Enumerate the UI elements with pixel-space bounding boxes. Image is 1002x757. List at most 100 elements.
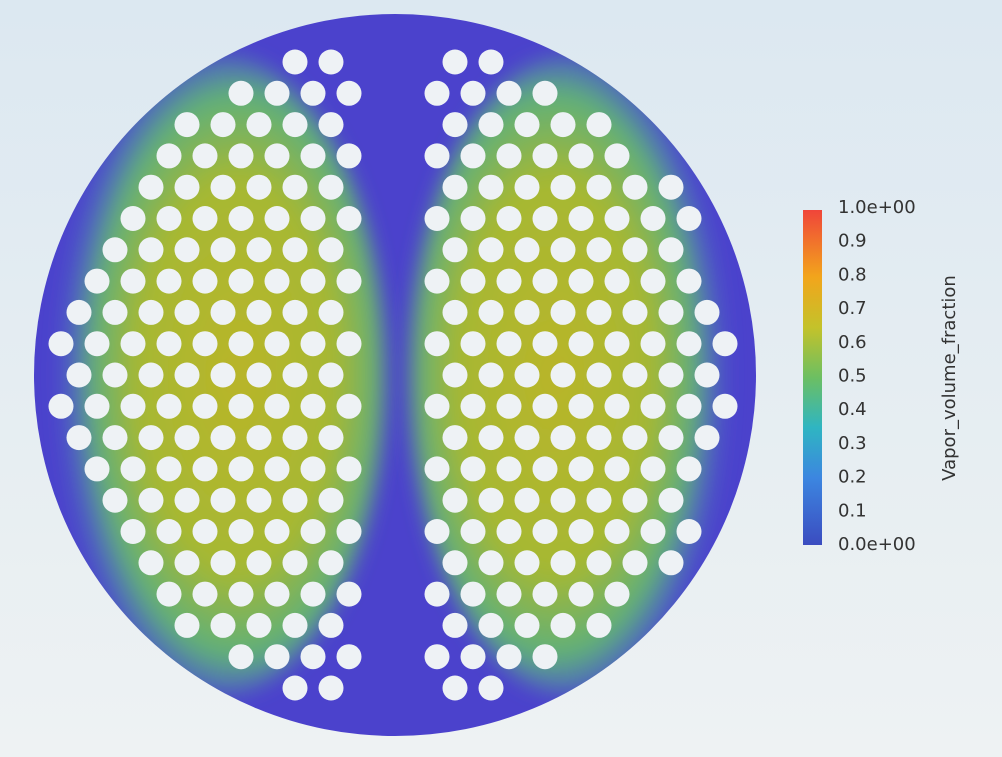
colorbar-tick-label: 0.5	[838, 366, 867, 387]
tube	[228, 393, 254, 419]
tube	[48, 393, 74, 419]
tube	[514, 237, 540, 263]
tube	[604, 519, 630, 544]
colorbar-tick-label: 0.9	[838, 231, 867, 252]
tube	[300, 456, 326, 482]
tube	[336, 644, 362, 670]
tube	[156, 581, 182, 607]
tube	[264, 80, 290, 106]
tube	[550, 174, 576, 200]
tube	[460, 331, 486, 357]
tube	[658, 237, 684, 263]
tube	[66, 299, 92, 325]
tube	[318, 425, 344, 451]
tube	[658, 299, 684, 325]
tube	[478, 550, 504, 576]
tube	[460, 644, 486, 670]
tube	[282, 237, 308, 263]
tube	[622, 362, 648, 388]
tube	[228, 581, 254, 607]
tube	[84, 393, 110, 419]
tube	[264, 143, 290, 169]
tube	[318, 612, 344, 638]
tube	[246, 487, 272, 513]
tube	[300, 331, 326, 357]
tube	[424, 456, 450, 482]
tube	[442, 612, 468, 638]
tube	[532, 581, 558, 607]
tube	[84, 268, 110, 294]
tube	[228, 331, 254, 357]
tube	[442, 174, 468, 200]
tube	[102, 487, 128, 513]
tube	[694, 362, 720, 388]
tube	[586, 112, 612, 138]
tube	[478, 675, 504, 701]
tube	[568, 519, 594, 544]
tube	[210, 612, 236, 638]
tube	[658, 362, 684, 388]
tube	[210, 425, 236, 451]
tube	[496, 519, 522, 544]
tube	[120, 206, 146, 231]
tube	[174, 612, 200, 638]
tube	[264, 331, 290, 357]
tube	[496, 206, 522, 231]
tube	[640, 268, 666, 294]
tube	[120, 331, 146, 357]
tube	[138, 237, 164, 263]
tube	[66, 362, 92, 388]
tube	[424, 581, 450, 607]
tube	[424, 143, 450, 169]
tube	[174, 174, 200, 200]
tube	[604, 331, 630, 357]
tube	[514, 550, 540, 576]
tube	[282, 112, 308, 138]
tube	[514, 299, 540, 325]
tube	[210, 550, 236, 576]
tubes	[48, 49, 738, 701]
tube	[192, 331, 218, 357]
tube	[640, 456, 666, 482]
tube	[264, 393, 290, 419]
tube	[66, 425, 92, 451]
tube	[586, 425, 612, 451]
tube	[550, 612, 576, 638]
tube	[192, 581, 218, 607]
tube	[228, 80, 254, 106]
tube	[282, 612, 308, 638]
tube	[532, 268, 558, 294]
tube	[246, 362, 272, 388]
tube	[532, 644, 558, 670]
tube	[676, 206, 702, 231]
tube	[424, 644, 450, 670]
tube	[658, 174, 684, 200]
tube	[640, 393, 666, 419]
tube	[586, 362, 612, 388]
tube	[282, 425, 308, 451]
tube	[622, 237, 648, 263]
tube	[264, 268, 290, 294]
tube	[442, 112, 468, 138]
colorbar-tick-label: 0.6	[838, 332, 867, 353]
tube	[604, 206, 630, 231]
colorbar-ticks: 1.0e+00 0.9 0.8 0.7 0.6 0.5 0.4 0.3 0.2 0.1 0.0e+0…	[838, 197, 916, 555]
tube	[192, 456, 218, 482]
tube	[496, 143, 522, 169]
tube	[460, 80, 486, 106]
tube	[460, 393, 486, 419]
tube	[658, 425, 684, 451]
tube	[550, 550, 576, 576]
tube	[442, 675, 468, 701]
tube	[496, 644, 522, 670]
tube	[442, 425, 468, 451]
tube	[532, 206, 558, 231]
tube	[156, 519, 182, 544]
tube	[336, 519, 362, 544]
tube	[192, 206, 218, 231]
tube	[336, 143, 362, 169]
tube	[246, 299, 272, 325]
tube	[604, 143, 630, 169]
tube	[174, 550, 200, 576]
tube	[550, 112, 576, 138]
